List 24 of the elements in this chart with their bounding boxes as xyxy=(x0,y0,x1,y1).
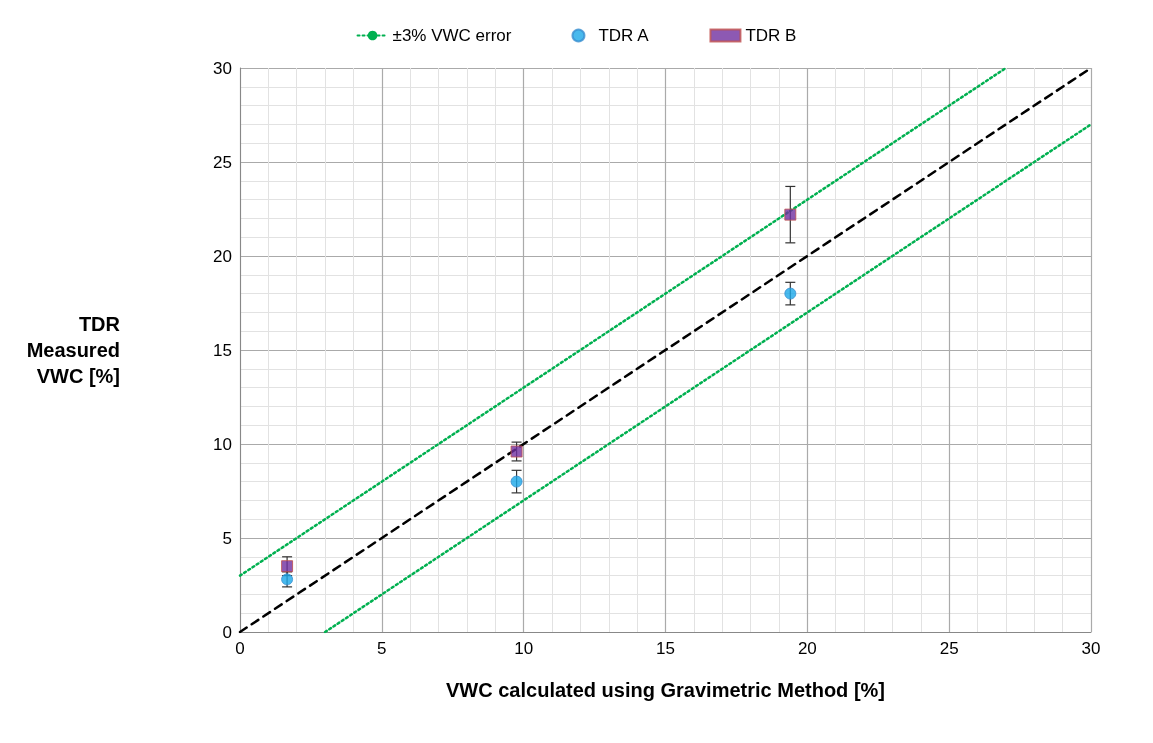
legend-label: ±3% VWC error xyxy=(392,26,512,45)
y-tick-label: 30 xyxy=(213,58,232,78)
y-tick-label: 25 xyxy=(213,152,232,172)
point xyxy=(281,560,294,573)
point xyxy=(784,287,797,300)
x-tick-label: 30 xyxy=(1081,639,1101,658)
x-tick-label: 15 xyxy=(656,639,675,658)
x-axis-title: VWC calculated using Gravimetric Method [%] xyxy=(446,679,885,701)
point xyxy=(510,475,523,488)
y-tick-label: 5 xyxy=(222,528,232,548)
legend-label: TDR A xyxy=(598,26,650,45)
y-tick-label: 10 xyxy=(213,434,232,454)
x-tick-label: 10 xyxy=(514,639,534,658)
x-tick-label: 5 xyxy=(377,639,387,658)
x-tick-label: 0 xyxy=(235,639,245,658)
x-tick-label: 25 xyxy=(939,639,959,658)
point xyxy=(784,208,797,221)
x-tick-label: 20 xyxy=(797,639,817,658)
y-tick-label: 0 xyxy=(222,622,232,642)
y-tick-label: 20 xyxy=(213,246,232,266)
y-tick-label: 15 xyxy=(213,340,232,360)
y-axis-title: TDR Measured VWC [%] xyxy=(26,313,121,387)
legend-label: TDR B xyxy=(745,26,797,45)
point xyxy=(510,445,523,458)
